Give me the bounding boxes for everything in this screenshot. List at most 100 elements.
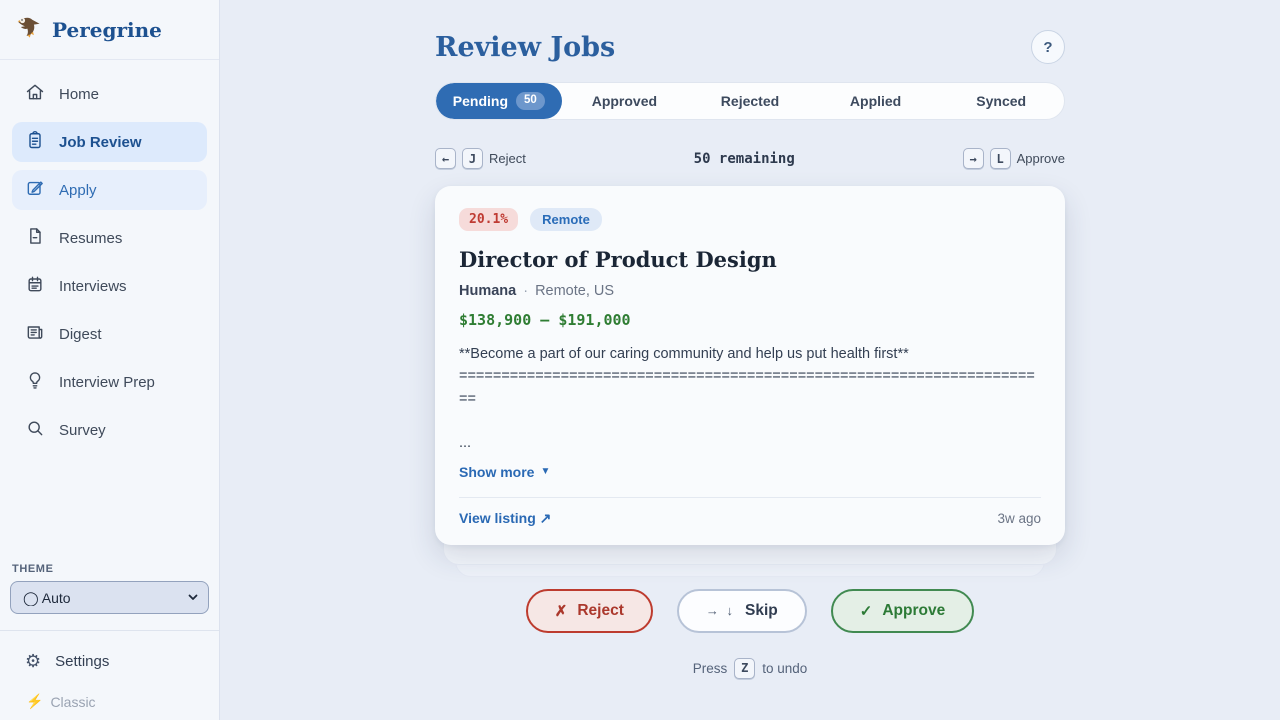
- remaining-count: 50 remaining: [693, 150, 795, 167]
- posted-timestamp: 3w ago: [997, 510, 1041, 526]
- sidebar-item-interview-prep[interactable]: Interview Prep: [12, 362, 207, 402]
- chevron-down-icon: ▼: [540, 466, 551, 478]
- dot-separator: ·: [523, 283, 529, 299]
- eagle-logo-icon: [16, 14, 42, 45]
- skip-button[interactable]: → ↓ Skip: [676, 588, 807, 633]
- salary-range: $138,900 – $191,000: [459, 311, 631, 329]
- sidebar-item-label: Interviews: [59, 277, 127, 295]
- classic-link[interactable]: ⚡ Classic: [12, 681, 207, 710]
- reject-shortcut-label: Reject: [489, 151, 526, 166]
- sidebar-nav: Home Job Review Apply Resumes Interviews: [0, 60, 219, 555]
- classic-label: Classic: [50, 693, 96, 710]
- lightbulb-icon: [25, 370, 45, 394]
- tab-rejected[interactable]: Rejected: [687, 83, 813, 119]
- approve-shortcut: → L Approve: [962, 148, 1065, 169]
- shortcut-bar: ← J Reject 50 remaining → L Approve: [435, 148, 1065, 169]
- description-line: **Become a part of our caring community …: [459, 346, 909, 362]
- approve-shortcut-label: Approve: [1016, 151, 1065, 166]
- show-more-link[interactable]: Show more ▼: [459, 464, 550, 480]
- tab-synced[interactable]: Synced: [938, 83, 1064, 119]
- tab-applied[interactable]: Applied: [813, 83, 939, 119]
- sidebar-item-apply[interactable]: Apply: [12, 170, 207, 210]
- sidebar-item-label: Interview Prep: [59, 373, 155, 391]
- theme-label: THEME: [12, 563, 54, 575]
- tab-approved[interactable]: Approved: [562, 83, 688, 119]
- document-icon: [25, 226, 45, 250]
- remote-tag-badge: Remote: [530, 208, 602, 231]
- sidebar-item-label: Job Review: [59, 133, 142, 151]
- sidebar-item-digest[interactable]: Digest: [12, 314, 207, 354]
- l-key: L: [989, 148, 1011, 169]
- undo-hint: Press Z to undo: [435, 657, 1065, 679]
- sidebar-item-interviews[interactable]: Interviews: [12, 266, 207, 306]
- help-button[interactable]: ?: [1031, 30, 1065, 64]
- sidebar-item-label: Survey: [59, 421, 106, 439]
- j-key: J: [462, 148, 483, 169]
- sidebar-item-label: Digest: [59, 325, 102, 343]
- job-card-stack: 20.1% Remote Director of Product Design …: [435, 186, 1065, 577]
- job-description: **Become a part of our caring community …: [459, 343, 1041, 455]
- main-area: Review Jobs ? Pending 50 Approved Reject…: [220, 0, 1280, 720]
- skip-arrows-icon: → ↓: [705, 603, 736, 619]
- description-ellipsis: ...: [459, 435, 472, 452]
- action-buttons: ✗ Reject → ↓ Skip ✓ Approve: [435, 588, 1065, 633]
- show-more-label: Show more: [459, 463, 535, 480]
- sidebar-item-survey[interactable]: Survey: [12, 410, 207, 450]
- tab-label: Synced: [976, 93, 1027, 109]
- newspaper-icon: [25, 322, 45, 346]
- z-key: Z: [734, 657, 756, 679]
- check-mark-icon: ✓: [859, 602, 873, 620]
- sidebar-item-home[interactable]: Home: [12, 74, 207, 114]
- sidebar-divider: [0, 630, 219, 631]
- search-icon: [25, 418, 45, 442]
- match-score-badge: 20.1%: [459, 208, 519, 231]
- tab-label: Applied: [849, 93, 902, 109]
- gear-icon: ⚙: [25, 651, 42, 671]
- job-location: Remote, US: [535, 283, 615, 299]
- approve-button-label: Approve: [882, 601, 946, 619]
- status-tabbar: Pending 50 Approved Rejected Applied Syn…: [435, 82, 1065, 120]
- reject-button-label: Reject: [577, 601, 624, 619]
- description-spacer: [459, 410, 1041, 432]
- reject-shortcut: ← J Reject: [435, 148, 526, 169]
- job-card: 20.1% Remote Director of Product Design …: [435, 186, 1065, 545]
- calendar-icon: [25, 274, 45, 298]
- view-listing-link[interactable]: View listing ↗: [459, 509, 552, 526]
- home-icon: [25, 82, 45, 106]
- description-line: ========================================…: [459, 368, 1035, 407]
- arrow-right-key: →: [962, 148, 984, 169]
- company-name: Humana: [459, 283, 517, 299]
- brand: Peregrine: [0, 0, 219, 60]
- pencil-edit-icon: [25, 178, 45, 202]
- sidebar-item-label: Resumes: [59, 229, 123, 247]
- sidebar-item-label: Home: [59, 85, 100, 103]
- arrow-left-key: ←: [435, 148, 456, 169]
- approve-button[interactable]: ✓ Approve: [830, 588, 975, 633]
- tab-label: Rejected: [720, 93, 780, 109]
- page-title: Review Jobs: [435, 31, 616, 63]
- sidebar-item-resumes[interactable]: Resumes: [12, 218, 207, 258]
- job-title: Director of Product Design: [459, 247, 777, 272]
- undo-hint-suffix: to undo: [762, 660, 808, 676]
- lightning-bolt-icon: ⚡: [26, 693, 44, 709]
- undo-hint-prefix: Press: [692, 660, 728, 676]
- sidebar: Peregrine Home Job Review Apply Resumes: [0, 0, 220, 720]
- brand-name: Peregrine: [52, 17, 162, 42]
- clipboard-icon: [25, 130, 45, 154]
- sidebar-item-job-review[interactable]: Job Review: [12, 122, 207, 162]
- theme-select[interactable]: ◯ Auto: [10, 581, 209, 614]
- pending-count-badge: 50: [516, 92, 545, 110]
- card-divider: [459, 496, 1041, 498]
- company-row: Humana · Remote, US: [459, 283, 1041, 299]
- settings-label: Settings: [55, 652, 110, 670]
- tab-pending[interactable]: Pending 50: [436, 83, 562, 119]
- reject-button[interactable]: ✗ Reject: [525, 588, 653, 633]
- sidebar-item-label: Apply: [59, 181, 97, 199]
- x-mark-icon: ✗: [554, 602, 568, 620]
- sidebar-item-settings[interactable]: ⚙ Settings: [12, 641, 207, 681]
- sidebar-footer: ⚙ Settings ⚡ Classic: [0, 641, 219, 720]
- skip-button-label: Skip: [745, 601, 778, 619]
- theme-section: THEME ◯ Auto: [0, 555, 219, 614]
- tab-label: Approved: [591, 93, 658, 109]
- tab-label: Pending: [452, 93, 509, 109]
